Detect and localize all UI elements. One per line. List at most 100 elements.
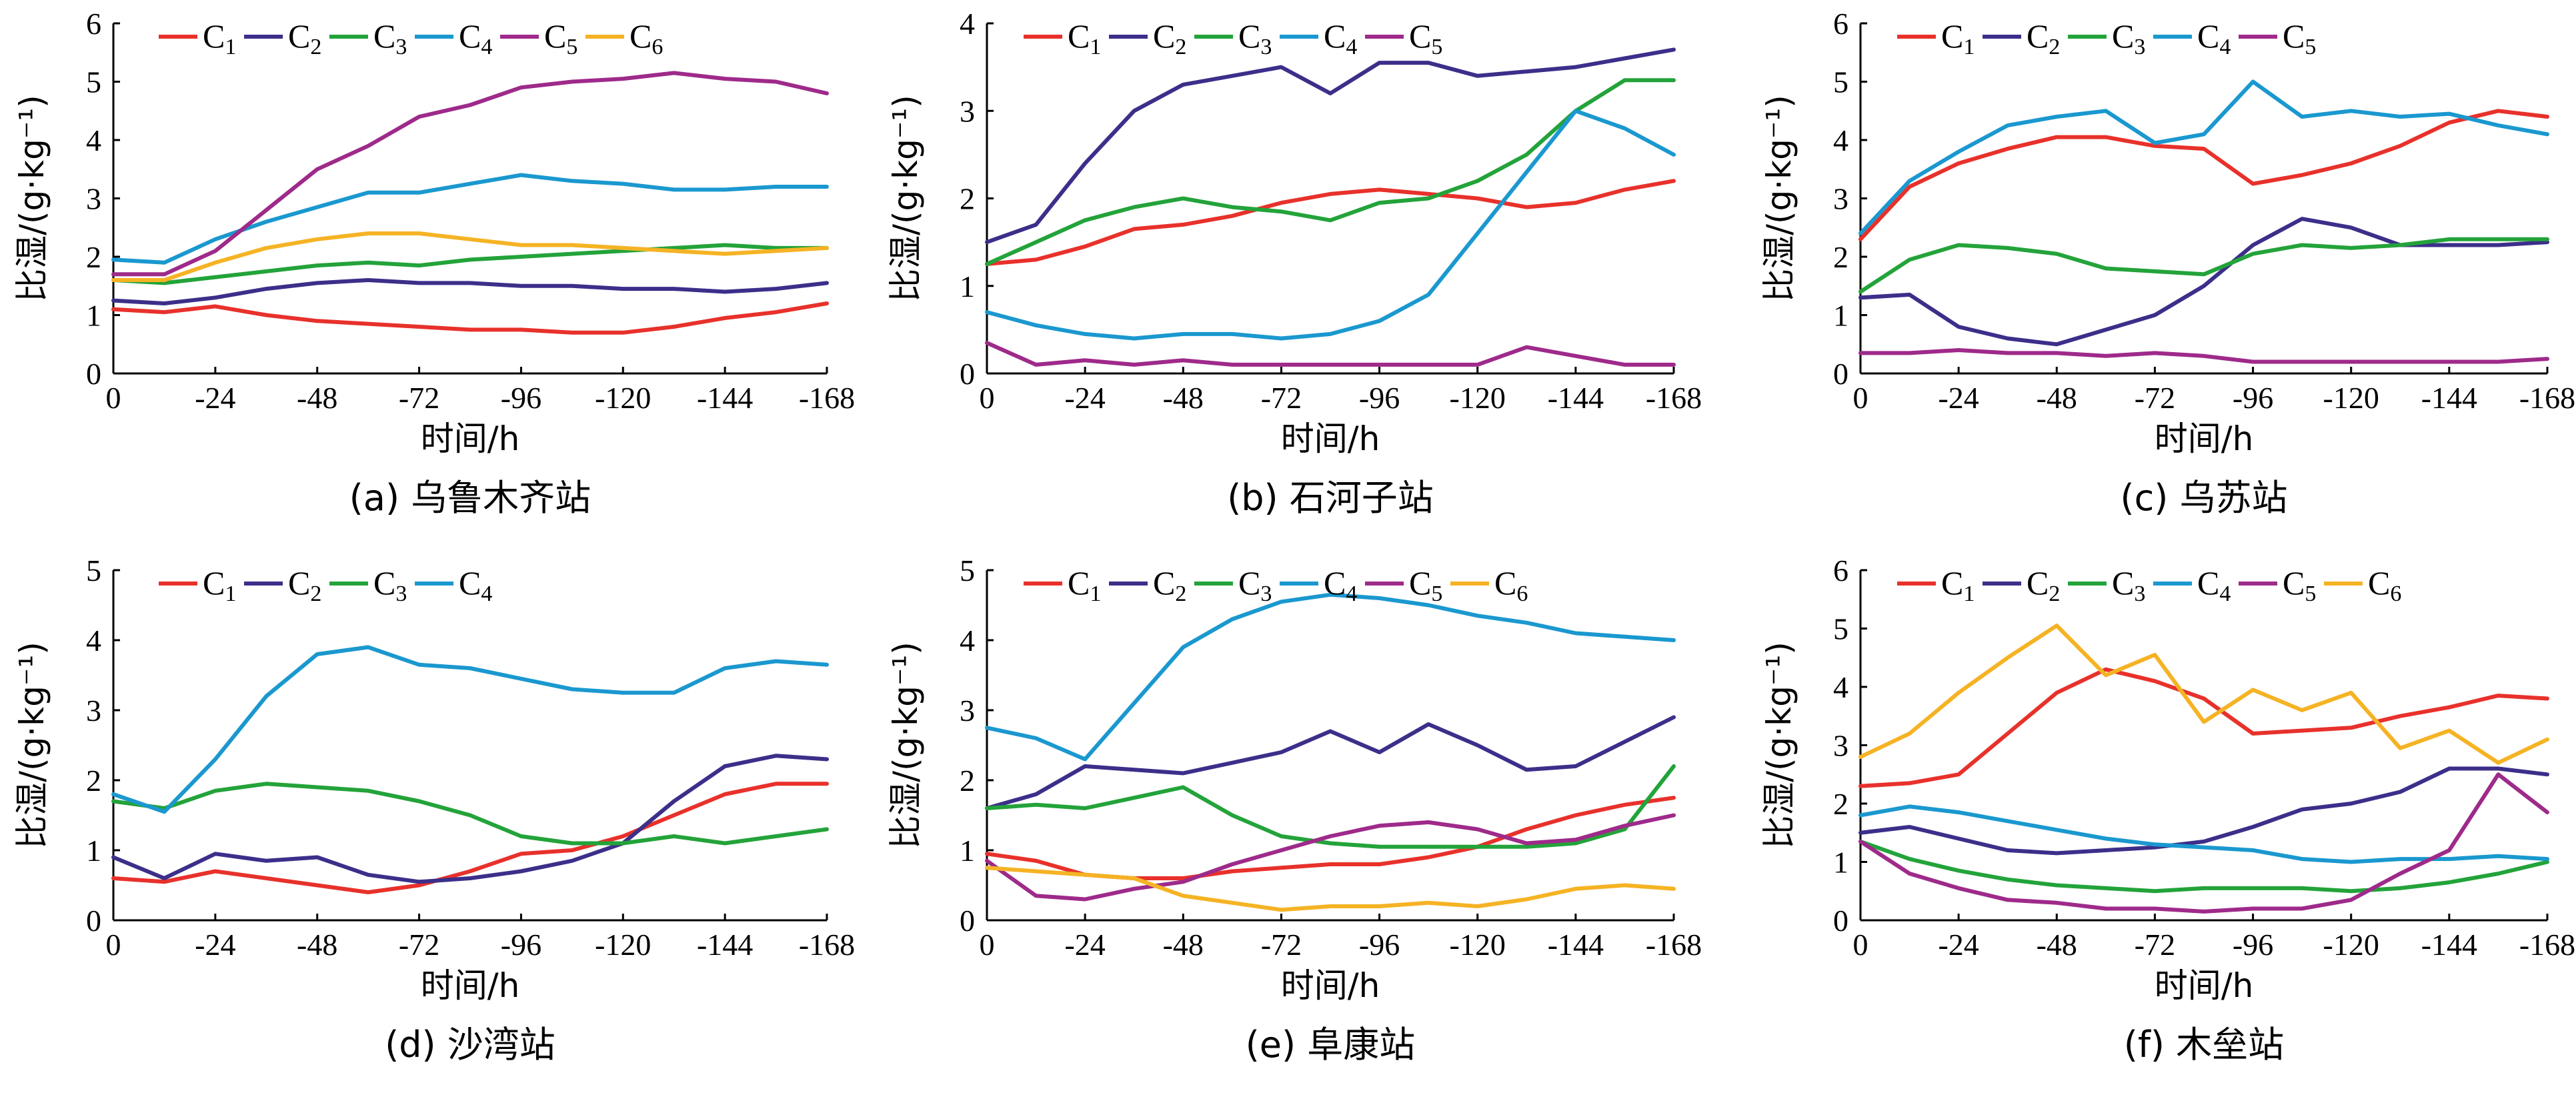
legend-label-C5: C5 — [1409, 17, 1442, 59]
x-tick-label: -144 — [1548, 928, 1604, 962]
x-tick-label: 0 — [980, 928, 995, 962]
legend-label-C5: C5 — [2283, 17, 2316, 59]
legend-label-C1: C1 — [1941, 564, 1975, 606]
y-tick-label: 3 — [86, 694, 101, 728]
legend-label-C3: C3 — [1238, 564, 1272, 606]
y-tick-label: 3 — [86, 182, 101, 216]
series-line-C3 — [111, 782, 829, 846]
x-tick-label: -96 — [2233, 381, 2273, 415]
series-line-C3 — [985, 78, 1676, 266]
x-tick-label: -24 — [1938, 928, 1979, 962]
legend-label-C3: C3 — [2112, 17, 2145, 59]
y-tick-label: 5 — [1833, 65, 1848, 99]
x-tick-label: -24 — [1938, 381, 1979, 415]
legend-label-C3: C3 — [373, 17, 407, 59]
series-line-C6 — [111, 231, 829, 282]
series-line-C4 — [111, 645, 829, 814]
legend-label-C2: C2 — [2027, 17, 2060, 59]
series-line-C3 — [985, 764, 1676, 849]
x-tick-label: -120 — [595, 381, 651, 415]
y-tick-label: 5 — [86, 65, 101, 99]
y-tick-label: 3 — [960, 694, 975, 728]
y-tick-label: 0 — [960, 904, 975, 938]
series-line-C1 — [1858, 109, 2549, 241]
y-axis-label: 比湿/(g·kg⁻¹) — [13, 642, 51, 849]
y-tick-label: 4 — [86, 123, 101, 157]
legend-label-C5: C5 — [544, 17, 577, 59]
legend-label-C1: C1 — [1068, 17, 1101, 59]
x-tick-label: -120 — [2323, 381, 2379, 415]
legend-label-C2: C2 — [288, 564, 321, 606]
legend-label-C3: C3 — [1238, 17, 1272, 59]
legend-label-C2: C2 — [1153, 17, 1186, 59]
x-tick-label: -72 — [1261, 928, 1302, 962]
y-axis-label: 比湿/(g·kg⁻¹) — [1760, 642, 1798, 849]
panel-caption: (b) 石河子站 — [1227, 477, 1434, 519]
x-axis-label: 时间/h — [421, 419, 520, 458]
x-tick-label: -72 — [399, 928, 439, 962]
chart-panel-3: 0 1 2 3 4 5 0 -24 -48 -72 -96 -120 -144 -168 时间/h 比湿/(g… — [13, 554, 855, 1066]
x-axis-label: 时间/h — [2155, 419, 2254, 458]
series-line-C1 — [1858, 667, 2549, 788]
series-line-C4 — [985, 109, 1676, 341]
chart-panel-0: 0 1 2 3 4 5 6 0 -24 -48 -72 -96 -120 -144 -168 时间/h 比湿/(… — [13, 7, 855, 519]
panel-caption: (f) 木垒站 — [2124, 1024, 2284, 1066]
x-tick-label: -144 — [697, 928, 753, 962]
legend-label-C6: C6 — [629, 17, 663, 59]
series-line-C2 — [985, 47, 1676, 245]
y-tick-label: 0 — [1833, 357, 1848, 391]
y-tick-label: 1 — [1833, 299, 1848, 333]
series-line-C4 — [111, 173, 829, 265]
x-tick-label: -48 — [297, 381, 337, 415]
series-line-C5 — [1858, 348, 2549, 364]
y-axis-label: 比湿/(g·kg⁻¹) — [1760, 95, 1798, 302]
y-tick-label: 2 — [1833, 787, 1848, 821]
x-tick-label: -144 — [2421, 381, 2477, 415]
y-tick-label: 1 — [1833, 846, 1848, 880]
chart-panel-5: 0 1 2 3 4 5 6 0 -24 -48 -72 -96 -120 -144 -168 时间/h 比湿/(… — [1760, 554, 2575, 1066]
legend-label-C5: C5 — [2283, 564, 2316, 606]
x-axis-label: 时间/h — [421, 966, 520, 1005]
series-line-C3 — [1858, 237, 2549, 294]
series-line-C2 — [111, 754, 829, 884]
series-line-C2 — [985, 715, 1676, 810]
series-line-C2 — [1858, 766, 2549, 856]
series-line-C4 — [1858, 79, 2549, 235]
y-tick-label: 4 — [1833, 670, 1848, 704]
x-tick-label: -72 — [399, 381, 439, 415]
x-tick-label: -168 — [1646, 928, 1702, 962]
legend-label-C3: C3 — [2112, 564, 2145, 606]
x-tick-label: -96 — [2233, 928, 2273, 962]
panel-caption: (d) 沙湾站 — [385, 1024, 555, 1066]
y-axis-label: 比湿/(g·kg⁻¹) — [886, 95, 925, 302]
x-tick-label: -72 — [1261, 381, 1302, 415]
x-tick-label: -24 — [1064, 381, 1105, 415]
x-tick-label: -24 — [195, 381, 235, 415]
y-tick-label: 1 — [86, 299, 101, 333]
series-line-C3 — [111, 243, 829, 285]
legend-label-C4: C4 — [1324, 564, 1357, 606]
x-tick-label: -96 — [1359, 381, 1400, 415]
x-tick-label: -48 — [1163, 928, 1204, 962]
x-tick-label: -120 — [1450, 928, 1506, 962]
x-tick-label: -144 — [1548, 381, 1604, 415]
x-tick-label: -96 — [1359, 928, 1400, 962]
series-line-C5 — [1858, 772, 2549, 914]
y-tick-label: 2 — [960, 764, 975, 798]
series-line-C3 — [1858, 839, 2549, 894]
x-tick-label: -120 — [2323, 928, 2379, 962]
series-line-C1 — [111, 301, 829, 335]
series-line-C6 — [1858, 624, 2549, 765]
legend-label-C2: C2 — [1153, 564, 1186, 606]
legend-label-C4: C4 — [2197, 564, 2231, 606]
x-tick-label: 0 — [106, 928, 121, 962]
panel-caption: (a) 乌鲁木齐站 — [349, 477, 591, 519]
x-tick-label: -120 — [1450, 381, 1506, 415]
x-tick-label: 0 — [1853, 381, 1868, 415]
chart-panel-2: 0 1 2 3 4 5 6 0 -24 -48 -72 -96 -120 -144 -168 时间/h 比湿/(… — [1760, 7, 2575, 519]
y-tick-label: 2 — [1833, 240, 1848, 274]
y-tick-label: 3 — [960, 94, 975, 128]
x-tick-label: -144 — [697, 381, 753, 415]
x-tick-label: -24 — [1064, 928, 1105, 962]
